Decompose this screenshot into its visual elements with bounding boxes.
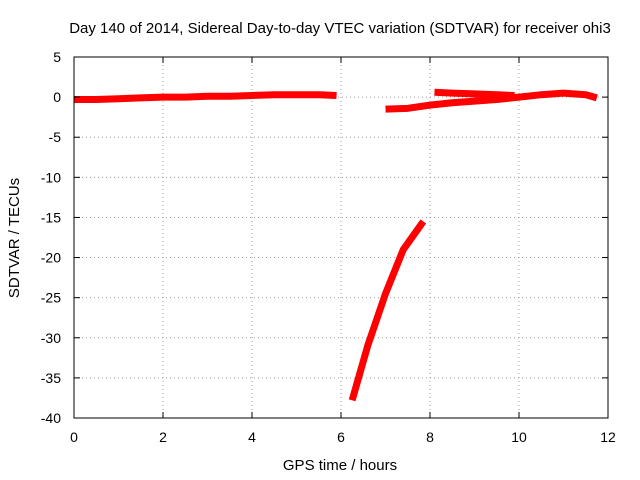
y-tick-label: -15 xyxy=(41,209,61,225)
y-tick-label: 0 xyxy=(53,89,61,105)
chart-title: Day 140 of 2014, Sidereal Day-to-day VTE… xyxy=(69,20,611,37)
y-tick-label: -20 xyxy=(41,250,61,266)
y-tick-label: -10 xyxy=(41,169,61,185)
x-tick-label: 2 xyxy=(159,429,167,445)
x-tick-label: 6 xyxy=(337,429,345,445)
x-tick-label: 12 xyxy=(600,429,616,445)
y-tick-label: -30 xyxy=(41,330,61,346)
x-tick-label: 4 xyxy=(248,429,256,445)
series-line-1 xyxy=(74,91,337,104)
x-tick-label: 8 xyxy=(426,429,434,445)
y-tick-label: -25 xyxy=(41,290,61,306)
axis-ticks: 0 2 4 6 8 10 12 5 0 -5 -10 -15 -20 -25 -30 -35 -40 xyxy=(41,49,616,445)
x-tick-label: 0 xyxy=(70,429,78,445)
series-line-3 xyxy=(385,89,598,113)
series-line-2 xyxy=(348,219,427,402)
y-tick-label: -5 xyxy=(49,129,62,145)
x-axis-label: GPS time / hours xyxy=(283,457,397,474)
series-line-4 xyxy=(434,88,515,100)
x-tick-label: 10 xyxy=(511,429,527,445)
y-axis-label: SDTVAR / TECUs xyxy=(6,178,23,298)
data-series xyxy=(74,88,598,402)
y-tick-label: -40 xyxy=(41,410,61,426)
y-tick-label: -35 xyxy=(41,370,61,386)
y-tick-label: 5 xyxy=(53,49,61,65)
